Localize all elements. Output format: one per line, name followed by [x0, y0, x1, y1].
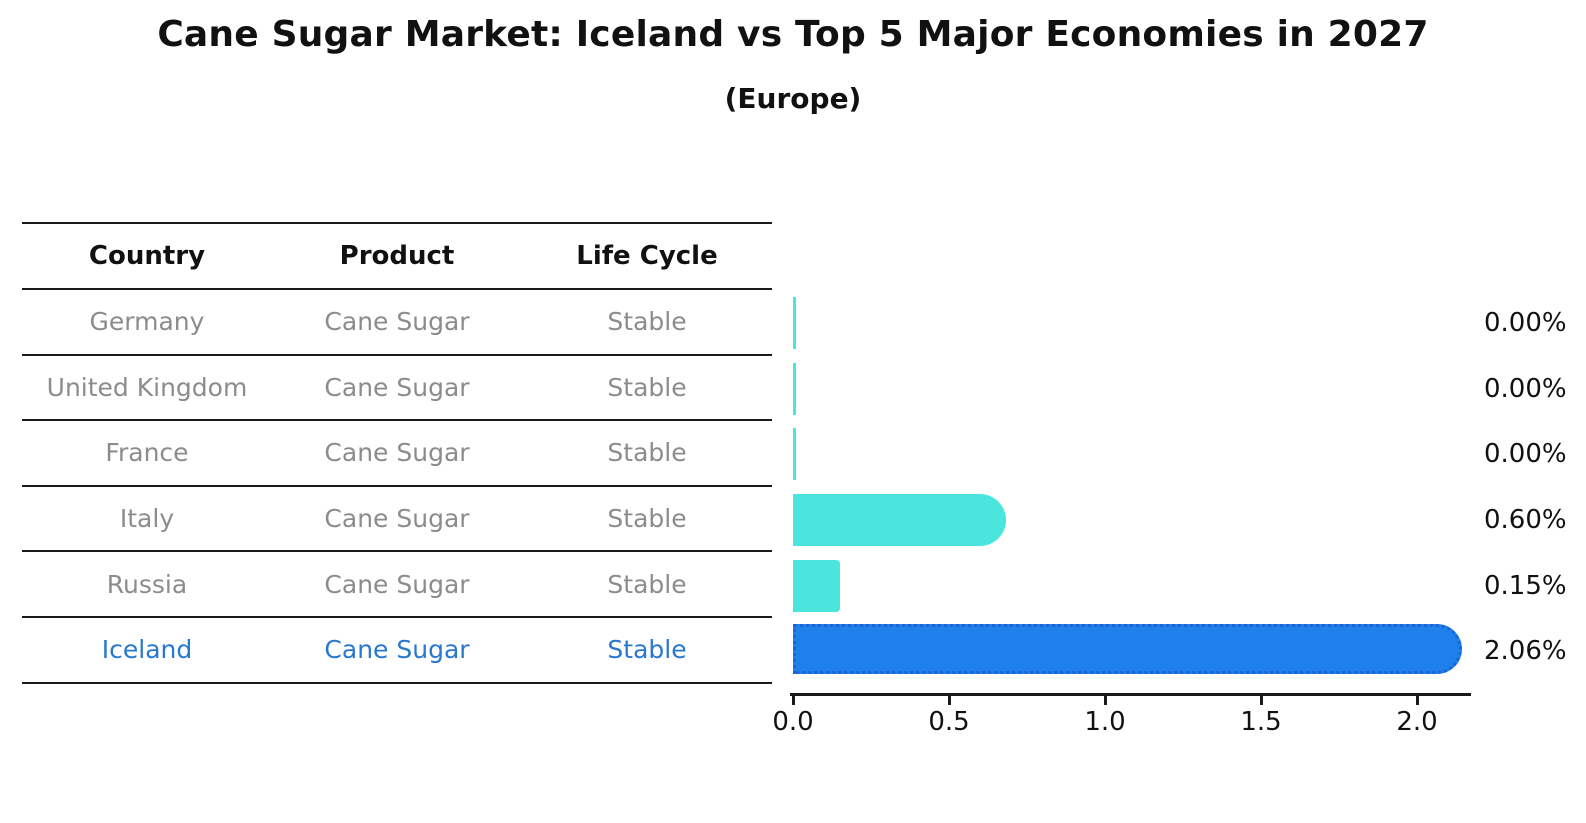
x-axis-tick-label-0.5: 0.5 — [928, 707, 970, 737]
life-cycle-cell: Stable — [607, 438, 687, 468]
column-header-life-cycle: Life Cycle — [576, 241, 718, 271]
value-label-united-kingdom: 0.00% — [1484, 373, 1567, 404]
x-axis-tick-0.0 — [791, 695, 795, 705]
table-row: Russia Cane Sugar Stable — [22, 552, 772, 618]
x-axis-tick-label-0.0: 0.0 — [772, 707, 814, 737]
x-axis-tick-1.0 — [1103, 695, 1107, 705]
column-header-product: Product — [339, 241, 455, 271]
bar-russia — [793, 559, 840, 612]
life-cycle-cell: Stable — [607, 372, 687, 402]
page-title: Cane Sugar Market: Iceland vs Top 5 Majo… — [157, 14, 1429, 55]
value-label-germany: 0.00% — [1484, 307, 1567, 338]
page-subtitle: (Europe) — [724, 82, 862, 115]
product-cell: Cane Sugar — [324, 372, 470, 402]
column-header-country: Country — [88, 241, 206, 271]
country-table: Country Product Life Cycle Germany Cane … — [22, 222, 772, 684]
bar-germany — [793, 296, 796, 349]
country-cell: France — [105, 438, 189, 468]
product-cell: Cane Sugar — [324, 438, 470, 468]
product-cell: Cane Sugar — [324, 635, 470, 665]
table-row: Italy Cane Sugar Stable — [22, 487, 772, 553]
product-cell: Cane Sugar — [324, 307, 470, 337]
bar-italy — [793, 493, 1007, 546]
x-axis-line — [790, 693, 1471, 696]
value-label-russia: 0.15% — [1484, 570, 1567, 601]
x-axis-tick-label-1.0: 1.0 — [1084, 707, 1126, 737]
product-cell: Cane Sugar — [324, 504, 470, 534]
country-cell: United Kingdom — [46, 372, 248, 402]
table-header-row: Country Product Life Cycle — [22, 224, 772, 290]
bar-iceland — [793, 623, 1462, 674]
table-row-highlight-iceland: Iceland Cane Sugar Stable — [22, 618, 772, 684]
x-axis-tick-1.5 — [1259, 695, 1263, 705]
table-row: France Cane Sugar Stable — [22, 421, 772, 487]
table-row: United Kingdom Cane Sugar Stable — [22, 356, 772, 422]
life-cycle-cell: Stable — [607, 307, 687, 337]
x-axis-tick-label-1.5: 1.5 — [1240, 707, 1282, 737]
x-axis-tick-0.5 — [947, 695, 951, 705]
x-axis-tick-2.0 — [1415, 695, 1419, 705]
product-cell: Cane Sugar — [324, 569, 470, 599]
bar-united-kingdom — [793, 362, 796, 415]
bar-france — [793, 428, 796, 481]
life-cycle-cell: Stable — [607, 569, 687, 599]
value-label-italy: 0.60% — [1484, 504, 1567, 535]
country-cell: Russia — [106, 569, 188, 599]
country-cell: Italy — [119, 504, 175, 534]
life-cycle-cell: Stable — [607, 635, 687, 665]
x-axis-tick-label-2.0: 2.0 — [1396, 707, 1438, 737]
life-cycle-cell: Stable — [607, 504, 687, 534]
value-label-france: 0.00% — [1484, 439, 1567, 470]
country-cell: Iceland — [101, 635, 193, 665]
country-cell: Germany — [89, 307, 205, 337]
table-row: Germany Cane Sugar Stable — [22, 290, 772, 356]
value-label-iceland: 2.06% — [1484, 636, 1567, 667]
